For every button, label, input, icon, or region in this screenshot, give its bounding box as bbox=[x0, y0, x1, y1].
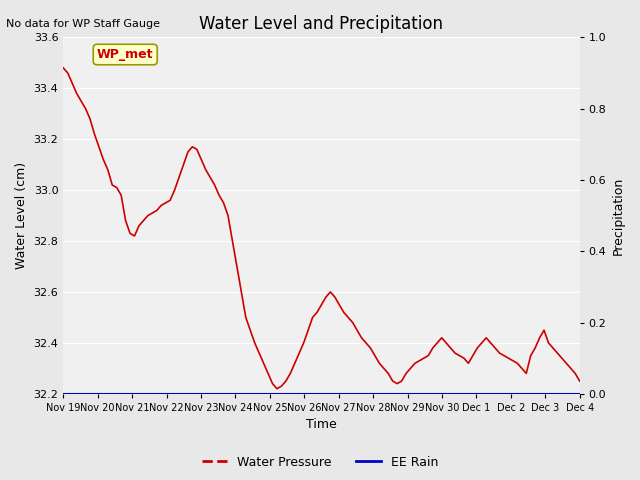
Water Pressure bbox=[545, 340, 552, 346]
Water Pressure bbox=[166, 197, 174, 203]
Water Pressure bbox=[273, 386, 281, 392]
Text: No data for WP Staff Gauge: No data for WP Staff Gauge bbox=[6, 19, 161, 29]
Title: Water Level and Precipitation: Water Level and Precipitation bbox=[200, 15, 444, 33]
Y-axis label: Precipitation: Precipitation bbox=[612, 177, 625, 255]
Text: WP_met: WP_met bbox=[97, 48, 154, 61]
Y-axis label: Water Level (cm): Water Level (cm) bbox=[15, 162, 28, 269]
Water Pressure bbox=[576, 378, 584, 384]
Water Pressure bbox=[60, 65, 67, 71]
Water Pressure bbox=[157, 203, 165, 208]
Water Pressure bbox=[198, 156, 205, 162]
X-axis label: Time: Time bbox=[306, 419, 337, 432]
Water Pressure bbox=[296, 350, 303, 356]
Legend: Water Pressure, EE Rain: Water Pressure, EE Rain bbox=[196, 451, 444, 474]
Water Pressure bbox=[180, 162, 188, 168]
Line: Water Pressure: Water Pressure bbox=[63, 68, 580, 389]
